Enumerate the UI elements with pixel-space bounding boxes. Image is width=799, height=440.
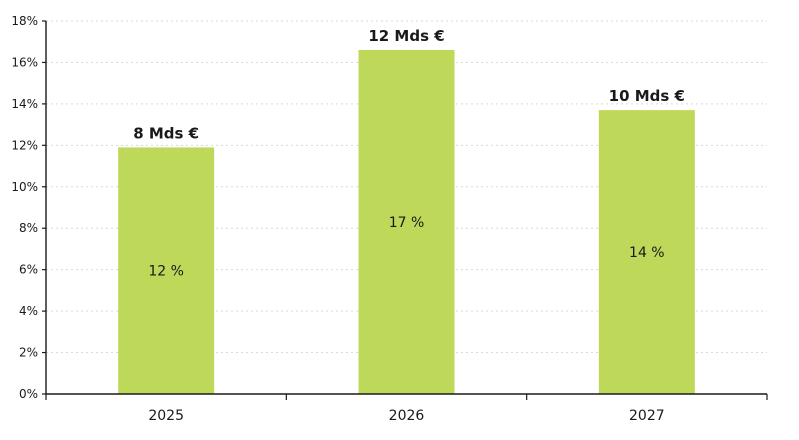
y-tick-label: 2% bbox=[19, 346, 38, 360]
y-tick-label: 8% bbox=[19, 221, 38, 235]
bar-amount-label: 12 Mds € bbox=[368, 27, 444, 45]
y-tick-label: 18% bbox=[11, 14, 38, 28]
y-tick-label: 12% bbox=[11, 138, 38, 152]
y-tick-label: 6% bbox=[19, 263, 38, 277]
bar-value-label: 14 % bbox=[629, 245, 665, 261]
x-tick-label: 2025 bbox=[148, 408, 184, 424]
bar-amount-label: 8 Mds € bbox=[133, 124, 199, 142]
y-tick-label: 14% bbox=[11, 97, 38, 111]
labels: 0% 2% 4% 6% 8% 10% 12% 14% 16% 18% 8 Mds € 12 % 2025… bbox=[11, 14, 685, 424]
bar-value-label: 12 % bbox=[148, 264, 184, 280]
bar-value-label: 17 % bbox=[389, 215, 425, 231]
bar-2027 bbox=[598, 110, 695, 394]
x-tick-label: 2027 bbox=[629, 408, 665, 424]
axes bbox=[42, 20, 768, 400]
x-tick-label: 2026 bbox=[389, 408, 425, 424]
bar-2026 bbox=[358, 50, 455, 395]
bars bbox=[118, 50, 695, 395]
y-tick-label: 16% bbox=[11, 55, 38, 69]
y-tick-label: 10% bbox=[11, 180, 38, 194]
bar-amount-label: 10 Mds € bbox=[609, 87, 685, 105]
y-tick-label: 0% bbox=[19, 387, 38, 401]
y-tick-label: 4% bbox=[19, 304, 38, 318]
bar-2025 bbox=[118, 147, 215, 394]
